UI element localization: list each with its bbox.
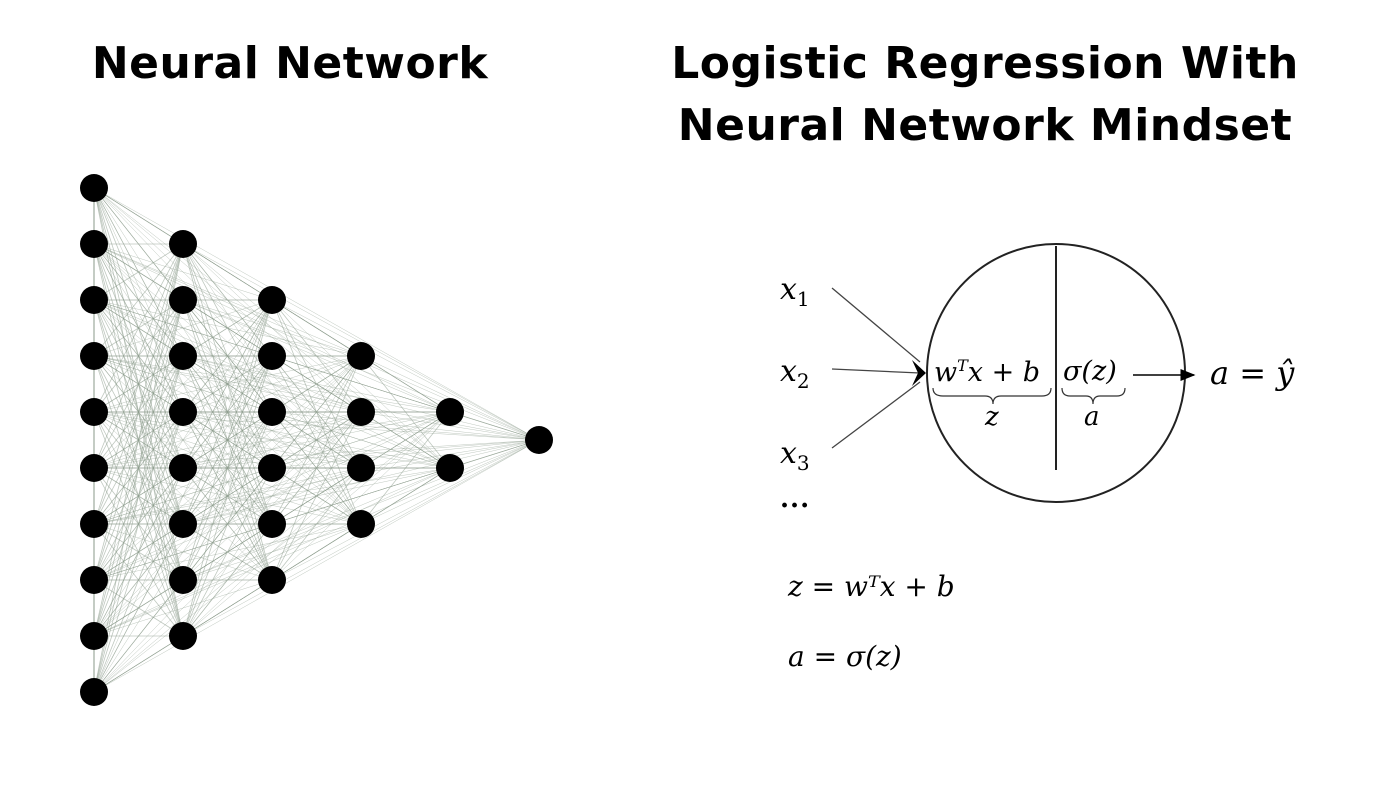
network-node-layer-2-3 <box>169 342 197 370</box>
activation-expression: σ(z) <box>1063 356 1117 387</box>
network-node-layer-4-3 <box>347 454 375 482</box>
network-node-layer-2-5 <box>169 454 197 482</box>
network-node-layer-3-1 <box>258 286 286 314</box>
network-node-layer-3-5 <box>258 510 286 538</box>
input-merge-arrowhead <box>912 360 926 386</box>
network-node-layer-2-4 <box>169 398 197 426</box>
network-node-layer-1-10 <box>80 678 108 706</box>
network-node-layer-1-8 <box>80 566 108 594</box>
equation-a: a = σ(z) <box>788 640 902 673</box>
network-node-layer-1-2 <box>80 230 108 258</box>
network-node-layer-3-3 <box>258 398 286 426</box>
network-edge <box>271 299 540 441</box>
network-edge <box>271 439 540 469</box>
input-3-edge <box>831 381 921 449</box>
network-edge <box>182 355 362 637</box>
network-node-layer-1-4 <box>80 342 108 370</box>
network-edge <box>182 467 362 637</box>
network-edge <box>182 355 362 525</box>
network-node-layer-5-1 <box>436 398 464 426</box>
network-edge <box>271 439 540 581</box>
network-edge <box>449 439 540 469</box>
input-2-edge <box>831 368 921 374</box>
network-node-layer-2-2 <box>169 286 197 314</box>
network-node-layer-3-4 <box>258 454 286 482</box>
linear-expression: wTx + b <box>934 356 1041 388</box>
network-node-layer-3-6 <box>258 566 286 594</box>
network-edge <box>449 411 540 441</box>
network-edge <box>360 411 451 525</box>
network-node-layer-4-2 <box>347 398 375 426</box>
network-node-layer-2-1 <box>169 230 197 258</box>
input-x2-label: x2 <box>780 354 810 393</box>
network-node-layer-2-6 <box>169 510 197 538</box>
network-edge <box>271 355 362 525</box>
network-node-layer-1-9 <box>80 622 108 650</box>
network-edge <box>360 411 451 469</box>
neural-network-title: Neural Network <box>91 38 489 89</box>
network-edges <box>93 187 540 693</box>
input-1-edge <box>831 287 921 363</box>
network-edge <box>271 411 540 441</box>
network-node-layer-1-7 <box>80 510 108 538</box>
network-edge <box>360 467 451 525</box>
linear-label-z: z <box>985 402 999 432</box>
network-node-layer-1-1 <box>80 174 108 202</box>
output-label: a = ŷ <box>1210 354 1295 392</box>
network-edge <box>93 243 273 301</box>
network-node-layer-4-4 <box>347 510 375 538</box>
network-node-layer-1-5 <box>80 398 108 426</box>
network-nodes <box>80 174 553 706</box>
network-edge <box>93 187 540 441</box>
network-node-layer-5-2 <box>436 454 464 482</box>
network-node-layer-1-6 <box>80 454 108 482</box>
network-edge <box>271 467 362 581</box>
network-edge <box>182 299 362 357</box>
title-line-2: Neural Network Mindset <box>677 100 1293 151</box>
network-node-layer-2-7 <box>169 566 197 594</box>
input-x3-label: x3 <box>780 436 810 475</box>
network-edge <box>360 355 451 413</box>
network-edge <box>182 355 362 413</box>
neural-network-diagram <box>80 174 553 706</box>
input-x1-label: x1 <box>780 272 810 311</box>
network-node-layer-6-1 <box>525 426 553 454</box>
inputs-ellipsis: ... <box>780 484 811 514</box>
activation-label-a: a <box>1084 402 1100 432</box>
network-edge <box>93 439 540 693</box>
network-node-layer-4-1 <box>347 342 375 370</box>
network-node-layer-2-8 <box>169 622 197 650</box>
title-line-1: Logistic Regression With <box>671 38 1299 89</box>
network-node-layer-3-2 <box>258 342 286 370</box>
network-node-layer-1-3 <box>80 286 108 314</box>
equation-z: z = wᵀx + b <box>788 570 955 603</box>
logistic-regression-title: Logistic Regression With Neural Network … <box>650 33 1320 157</box>
network-edge <box>93 523 273 693</box>
